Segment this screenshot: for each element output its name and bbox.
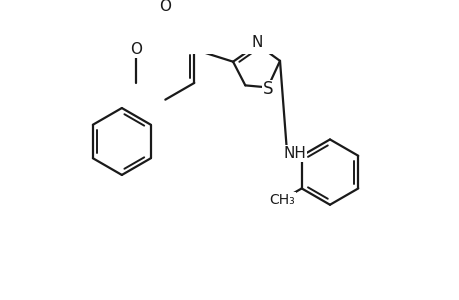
Text: O: O: [130, 42, 142, 57]
Text: N: N: [252, 35, 263, 50]
Text: O: O: [159, 0, 171, 14]
Text: S: S: [262, 80, 273, 98]
Text: NH: NH: [282, 146, 305, 161]
Text: CH₃: CH₃: [269, 193, 295, 207]
